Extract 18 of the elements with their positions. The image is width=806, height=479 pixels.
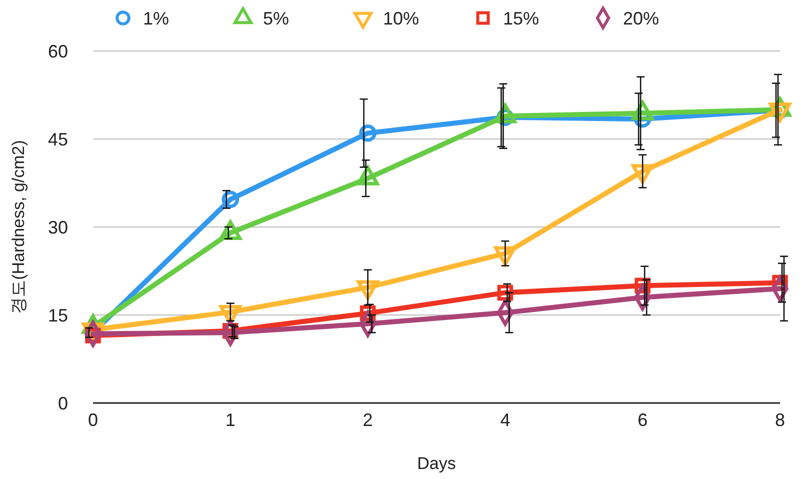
x-tick-label: 1 (225, 410, 236, 430)
legend-label: 20% (623, 8, 660, 28)
legend-label: 10% (383, 8, 420, 28)
y-tick-label: 0 (58, 393, 68, 414)
x-tick-label: 0 (88, 410, 98, 430)
y-tick-label: 60 (48, 41, 68, 62)
legend-label: 1% (143, 8, 170, 28)
y-axis-title: 경도(Hardness, g/cm2) (9, 140, 28, 314)
legend-label: 5% (263, 8, 290, 28)
x-tick-label: 4 (500, 410, 510, 430)
x-tick-label: 8 (774, 410, 786, 430)
x-axis-title: Days (417, 454, 456, 473)
x-tick-label: 2 (362, 410, 373, 430)
y-tick-label: 15 (48, 305, 68, 326)
x-tick-label: 6 (638, 410, 648, 430)
legend-label: 15% (503, 8, 540, 28)
y-tick-label: 30 (48, 217, 68, 238)
y-tick-label: 45 (48, 129, 68, 150)
